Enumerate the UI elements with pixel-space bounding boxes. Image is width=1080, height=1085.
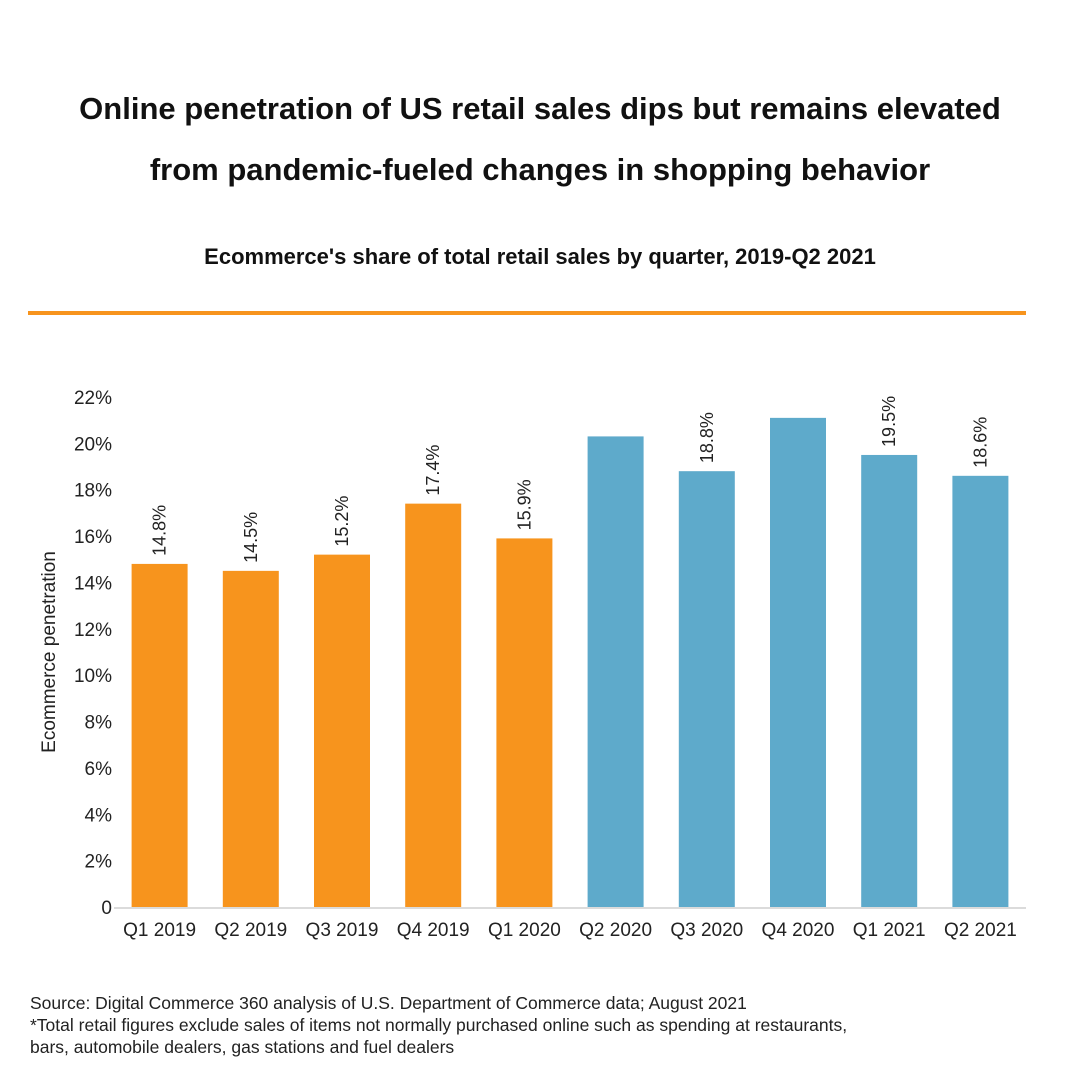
y-tick-label: 8% — [85, 713, 113, 734]
y-axis: 0 2% 4% 6% 8% 10% 12% 14% 16% 18% 20% 22% Ecommerce … — [39, 388, 112, 919]
y-tick-label: 0 — [101, 898, 112, 919]
x-tick-label: Q1 2019 — [123, 920, 196, 941]
y-tick-label: 2% — [85, 852, 113, 873]
chart-title-line-1: Online penetration of US retail sales di… — [79, 91, 1001, 126]
bar-q3-2019 — [314, 554, 370, 907]
exclusion-note-line-1: *Total retail figures exclude sales of i… — [30, 1015, 848, 1035]
x-tick-label: Q2 2019 — [214, 920, 287, 941]
bar-q2-2021 — [952, 475, 1009, 907]
x-axis: Q1 2019 Q2 2019 Q3 2019 Q4 2019 Q1 2020 Q2 20… — [114, 907, 1026, 941]
y-tick-label: 20% — [74, 434, 112, 455]
y-tick-label: 22% — [74, 388, 112, 409]
y-tick-label: 14% — [74, 573, 112, 594]
y-tick-label: 12% — [74, 620, 112, 641]
accent-divider — [28, 311, 1026, 315]
y-tick-label: 4% — [85, 805, 113, 826]
chart-title-line-2: from pandemic-fueled changes in shopping… — [149, 152, 931, 187]
bar-q1-2019 — [131, 563, 188, 907]
y-tick-label: 18% — [74, 481, 112, 502]
y-tick-label: 10% — [74, 666, 112, 687]
x-tick-label: Q1 2021 — [853, 920, 926, 941]
data-label: 15.2% — [332, 496, 352, 547]
bars: 14.8% 14.5% 15.2% 17.4% 15.9% 18.8% 19.5% 18.6% — [131, 396, 1009, 907]
y-tick-label: 16% — [74, 527, 112, 548]
y-axis-title: Ecommerce penetration — [39, 551, 60, 753]
x-tick-label: Q3 2019 — [306, 920, 379, 941]
data-label: 15.9% — [514, 479, 534, 530]
bar-q2-2020 — [587, 436, 644, 907]
data-label: 18.8% — [697, 412, 717, 463]
chart-title: Online penetration of US retail sales di… — [40, 78, 1040, 200]
x-tick-label: Q4 2019 — [397, 920, 470, 941]
x-tick-label: Q2 2021 — [944, 920, 1017, 941]
bar-q4-2020 — [770, 417, 826, 907]
data-label: 14.8% — [150, 505, 170, 556]
data-label: 14.5% — [241, 512, 261, 563]
bar-q4-2019 — [405, 503, 462, 907]
bar-chart: 0 2% 4% 6% 8% 10% 12% 14% 16% 18% 20% 22% Ecommerce … — [39, 388, 1026, 941]
footnote: Source: Digital Commerce 360 analysis of… — [30, 992, 1060, 1058]
data-label: 19.5% — [879, 396, 899, 447]
x-tick-label: Q1 2020 — [488, 920, 561, 941]
data-label: 18.6% — [970, 417, 990, 468]
bar-q1-2021 — [861, 454, 918, 907]
bar-q1-2020 — [496, 538, 553, 907]
bar-q3-2020 — [678, 471, 735, 907]
y-tick-label: 6% — [85, 759, 113, 780]
bar-q2-2019 — [222, 570, 279, 907]
chart-subtitle: Ecommerce's share of total retail sales … — [204, 244, 876, 269]
x-tick-label: Q3 2020 — [670, 920, 743, 941]
x-tick-label: Q2 2020 — [579, 920, 652, 941]
x-tick-label: Q4 2020 — [762, 920, 835, 941]
source-note: Source: Digital Commerce 360 analysis of… — [30, 993, 747, 1013]
exclusion-note-line-2: bars, automobile dealers, gas stations a… — [30, 1037, 455, 1057]
data-label: 17.4% — [423, 445, 443, 496]
